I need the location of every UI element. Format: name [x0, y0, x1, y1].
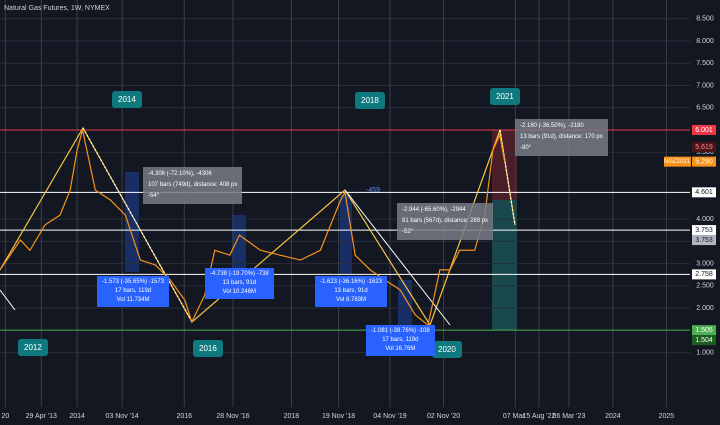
level-tag: [692, 156, 716, 167]
ticker-label: NGZ2021: [664, 159, 691, 165]
y-tick-label: 2.500: [696, 283, 714, 290]
x-tick-label: 15 Aug '22: [522, 413, 555, 420]
range-shade: [340, 195, 352, 275]
range-box: -4.738 (-19.70%) -738 13 bars, 91d Vol 10.…: [205, 268, 274, 299]
box-line: -52°: [402, 229, 414, 235]
y-tick-label: 7.000: [696, 82, 714, 89]
box-line: -1.081 (-38.76%) -108: [371, 328, 430, 334]
callout: 2021: [490, 88, 520, 105]
level-label: 4.601: [695, 189, 713, 196]
box-line: 13 bars (91d), distance: 170 px: [520, 134, 603, 140]
level-tag: [692, 187, 716, 198]
level-label: 5.619: [695, 144, 713, 151]
measure-box: -2.944 (-65.60%), -2944 81 bars (567d), d…: [397, 203, 494, 240]
box-line: -1.623 (-36.16%) -1623: [320, 279, 383, 285]
range-box: -1.573 (-35.65%) -1573 17 bars, 119d Vol 1…: [97, 276, 170, 307]
level-tag: [692, 124, 716, 135]
level-label: 3.753: [695, 237, 713, 244]
box-line: -4.738 (-19.70%) -738: [210, 271, 269, 277]
range-box: -1.623 (-36.16%) -1623 13 bars, 91d Vol 8.…: [315, 276, 388, 307]
box-line: Vol 11.734M: [116, 297, 150, 303]
box-line: Vol 8.783M: [336, 297, 367, 303]
note: -459: [366, 187, 380, 194]
callout: 2020: [432, 341, 462, 358]
level-tag: [692, 141, 716, 152]
level-tag: [692, 269, 716, 280]
level-label: 6.001: [695, 127, 713, 134]
level-label: 1.505: [695, 327, 713, 334]
box-line: Vol 10.246M: [222, 289, 257, 295]
range-shade: [232, 215, 246, 271]
y-tick-label: 8.000: [696, 38, 714, 45]
level-label: 1.504: [695, 337, 713, 344]
y-tick-label: 3.000: [696, 260, 714, 267]
y-tick-label: 6.500: [696, 105, 714, 112]
range-box: -1.081 (-38.76%) -108 17 bars, 119d Vol 16…: [366, 325, 435, 356]
callout: 2014: [112, 91, 142, 108]
x-tick-label: 03 Nov '14: [106, 413, 139, 420]
trend-line: [0, 289, 16, 311]
x-tick-label: 20: [1, 413, 9, 420]
box-line: 17 bars, 119d: [382, 337, 419, 343]
level-tag: [692, 225, 716, 236]
box-line: -2.944 (-65.60%), -2944: [402, 207, 466, 213]
box-line: 17 bars, 119d: [114, 288, 152, 294]
x-tick-label: 07 Mar ': [503, 413, 528, 420]
callout: 2018: [355, 92, 385, 109]
x-tick-label: 2025: [659, 413, 675, 420]
y-tick-label: 1.000: [696, 350, 714, 357]
box-line: -4.306 (-72.10%), -4306: [148, 171, 212, 177]
box-line: 13 bars, 91d: [222, 280, 257, 286]
x-tick-label: 29 Apr '13: [26, 413, 57, 420]
x-tick-label: 04 Nov '19: [373, 413, 406, 420]
box-line: Vol 16.76M: [385, 346, 416, 352]
box-line: -54°: [148, 193, 160, 199]
x-tick-label: 06 Mar '23: [552, 413, 585, 420]
y-tick-label: 2.000: [696, 305, 714, 312]
level-label: 2.758: [695, 271, 713, 278]
x-tick-label: 2016: [176, 413, 192, 420]
y-tick-label: 8.500: [696, 16, 714, 23]
x-tick-label: 2014: [69, 413, 85, 420]
x-tick-label: 02 Nov '20: [427, 413, 460, 420]
y-tick-label: 4.000: [696, 216, 714, 223]
range-shade: [398, 280, 412, 325]
box-line: 107 bars (749d), distance: 408 px: [148, 182, 238, 188]
ticker-tag: [664, 156, 691, 167]
level-tag: [692, 335, 716, 346]
trend-dotted: [499, 129, 516, 226]
level-label: 3.753: [695, 227, 713, 234]
x-tick-label: 19 Nov '18: [322, 413, 355, 420]
trend-dotted: [82, 127, 193, 323]
x-tick-label: 28 Nov '16: [216, 413, 249, 420]
box-line: -2.180 (-36.50%), -2180: [520, 123, 584, 129]
callout: 2012: [18, 339, 48, 356]
level-tag: [692, 235, 716, 246]
box-line: -1.573 (-35.65%) -1573: [102, 279, 165, 285]
box-line: -80°: [520, 145, 532, 151]
box-line: 81 bars (567d), distance: 289 px: [402, 218, 489, 224]
y-tick-label: 5.500: [696, 149, 714, 156]
measure-box: -4.306 (-72.10%), -4306 107 bars (749d), …: [143, 167, 243, 204]
measure-box: -2.180 (-36.50%), -2180 13 bars (91d), di…: [515, 119, 608, 156]
x-tick-label: 2024: [605, 413, 621, 420]
level-label: 5.290: [695, 158, 713, 165]
x-tick-label: 2018: [284, 413, 300, 420]
callout: 2016: [193, 340, 223, 357]
box-line: 13 bars, 91d: [334, 288, 368, 294]
y-tick-label: 7.500: [696, 60, 714, 67]
chart-title: Natural Gas Futures, 1W, NYMEX: [4, 5, 110, 12]
price-line: [0, 129, 506, 327]
level-tag: [692, 325, 716, 336]
